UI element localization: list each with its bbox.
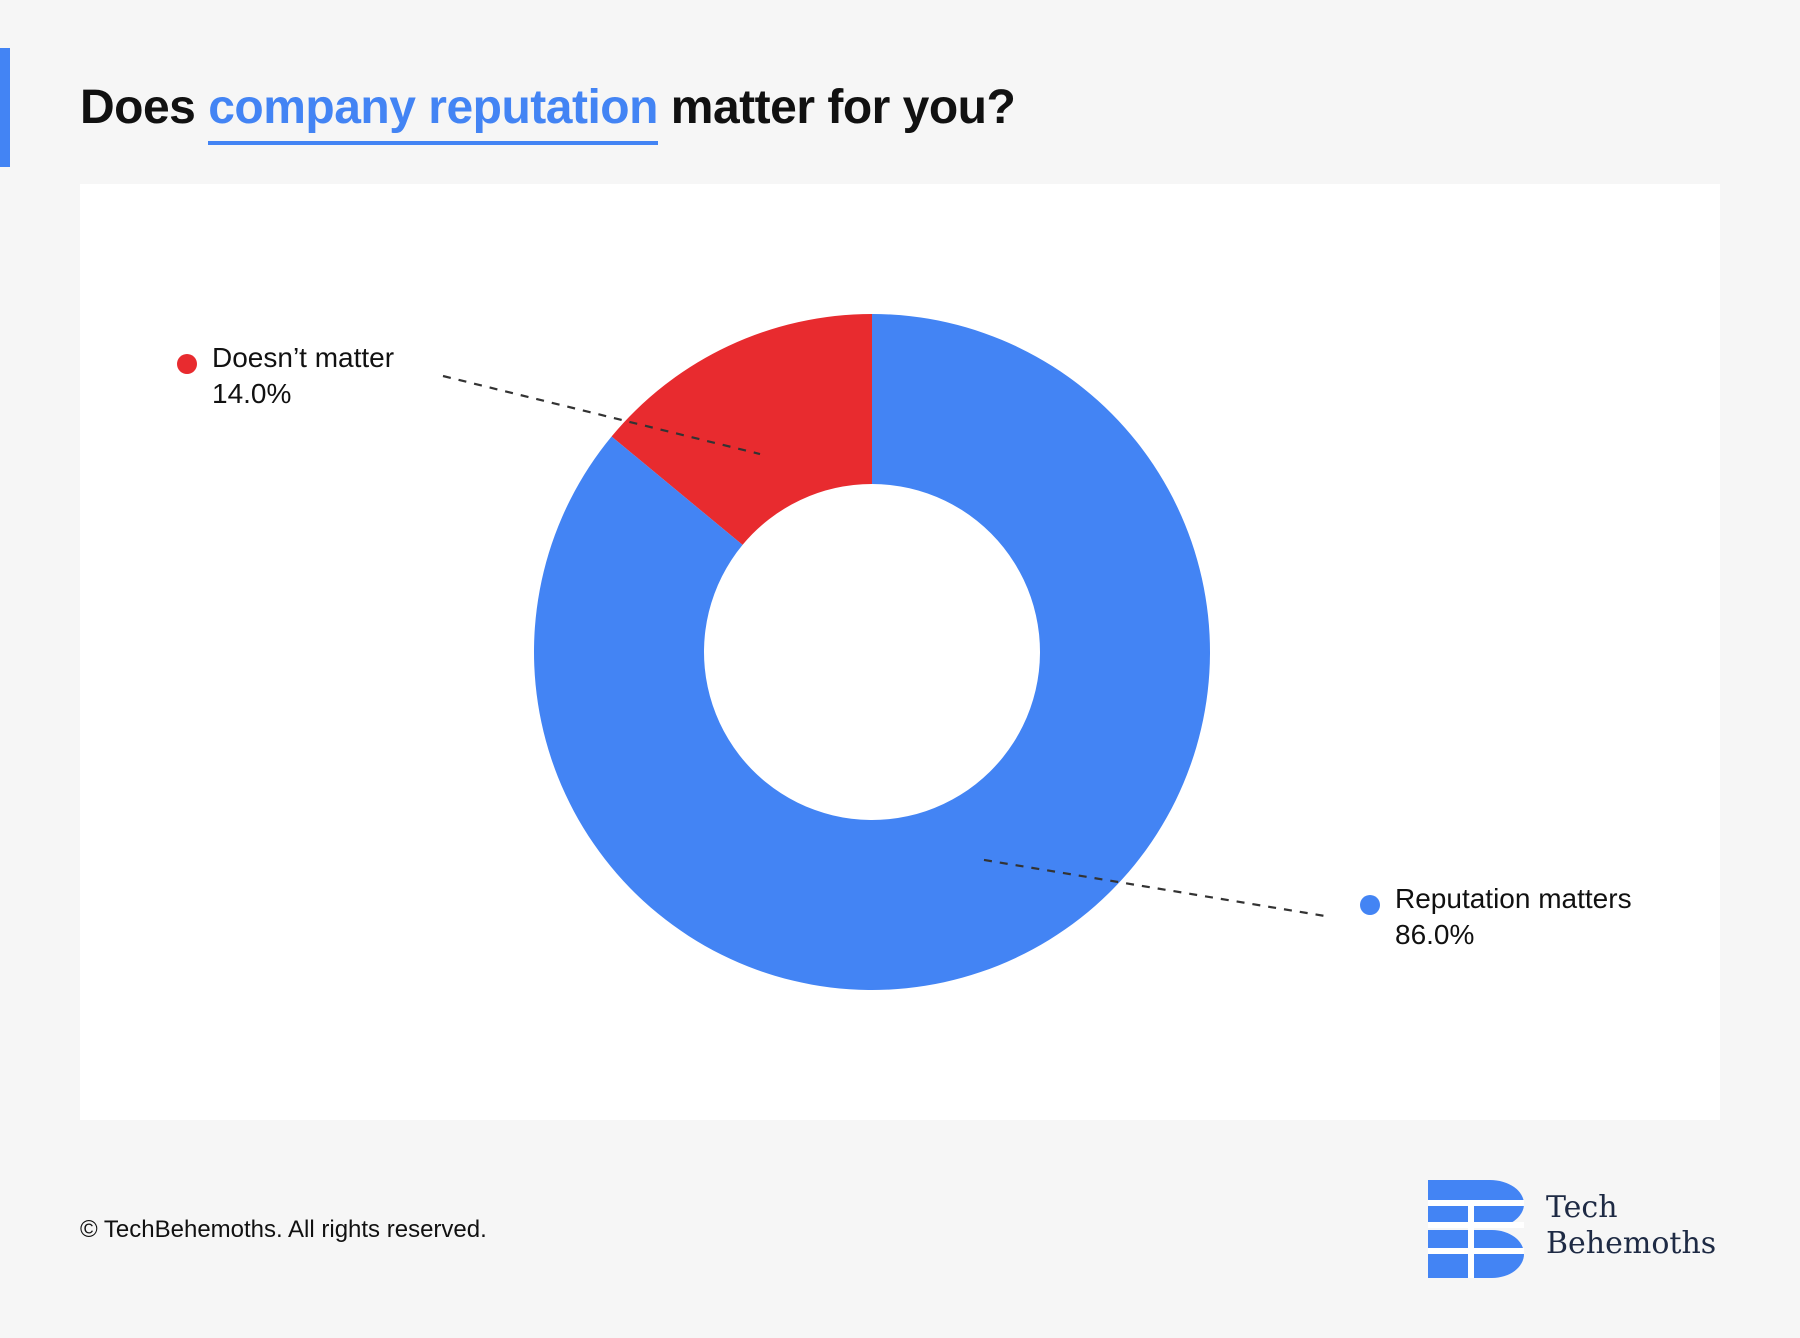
title-prefix: Does bbox=[80, 81, 209, 134]
logo-line-2: Behemoths bbox=[1546, 1226, 1717, 1261]
title-suffix: matter for you? bbox=[657, 81, 1016, 134]
callout-reputation-matters: Reputation matters 86.0% bbox=[1360, 881, 1632, 953]
logo-wordmark: Tech Behemoths bbox=[1546, 1190, 1716, 1262]
callout-value: 14.0% bbox=[212, 378, 292, 409]
callout-label: Reputation matters bbox=[1395, 883, 1632, 914]
copyright-text: © TechBehemoths. All rights reserved. bbox=[80, 1216, 487, 1243]
leader-line bbox=[442, 374, 761, 456]
logo-line-1: Tech bbox=[1546, 1190, 1618, 1225]
donut-slice-doesnt-matter bbox=[611, 314, 872, 545]
techbehemoths-b-logo-icon bbox=[1428, 1180, 1524, 1278]
legend-dot-doesnt-matter bbox=[177, 354, 197, 374]
donut-chart bbox=[442, 314, 1326, 990]
legend-dot-reputation-matters bbox=[1360, 895, 1380, 915]
callout-label: Doesn’t matter bbox=[212, 342, 395, 373]
chart-card: Doesn’t matter 14.0% Reputation matters … bbox=[80, 184, 1720, 1120]
donut-slice-reputation-matters bbox=[534, 314, 1211, 990]
brand-logo: Tech Behemoths bbox=[1428, 1180, 1728, 1280]
callout-doesnt-matter: Doesn’t matter 14.0% bbox=[177, 340, 395, 412]
callout-value: 86.0% bbox=[1395, 919, 1475, 950]
title-highlight: company reputation bbox=[208, 80, 658, 145]
accent-bar bbox=[0, 48, 10, 167]
page-title: Does company reputation matter for you? bbox=[80, 80, 1016, 145]
